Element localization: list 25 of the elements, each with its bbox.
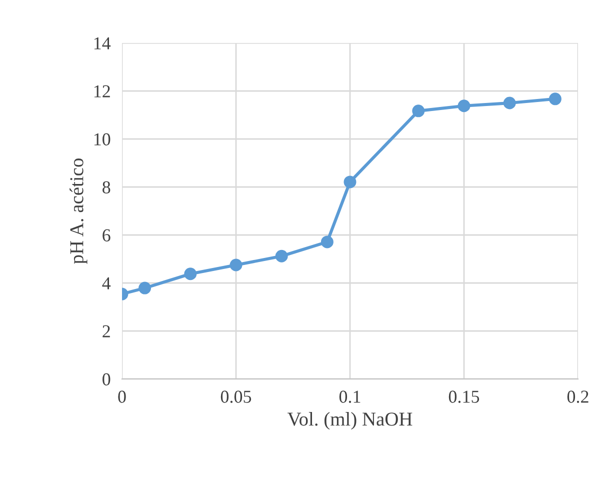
point xyxy=(458,100,470,112)
y-tick-label: 0 xyxy=(102,373,110,386)
point xyxy=(184,268,197,280)
y-tick-label: 14 xyxy=(94,37,111,50)
x-tick-label: 0.2 xyxy=(567,390,588,403)
y-tick-label: 4 xyxy=(102,277,111,290)
y-tick-label: 8 xyxy=(102,181,110,194)
x-tick-label: 0.15 xyxy=(448,390,480,403)
y-tick-label: 6 xyxy=(102,229,110,242)
y-axis-title: pH A. acético xyxy=(70,158,88,264)
y-tick-label: 10 xyxy=(94,133,110,146)
point xyxy=(344,176,356,188)
x-tick-label: 0.1 xyxy=(339,390,360,403)
y-tick-label: 12 xyxy=(94,85,110,98)
point xyxy=(230,258,242,272)
point xyxy=(412,104,425,118)
y-tick-label: 2 xyxy=(102,325,110,338)
x-axis-title: Vol. (ml) NaOH xyxy=(287,412,412,430)
point xyxy=(275,250,288,262)
x-tick-label: 0.05 xyxy=(220,390,252,403)
point xyxy=(138,282,152,294)
point xyxy=(320,236,334,248)
point xyxy=(548,92,562,106)
point xyxy=(503,96,516,110)
x-tick-label: 0 xyxy=(118,390,126,403)
